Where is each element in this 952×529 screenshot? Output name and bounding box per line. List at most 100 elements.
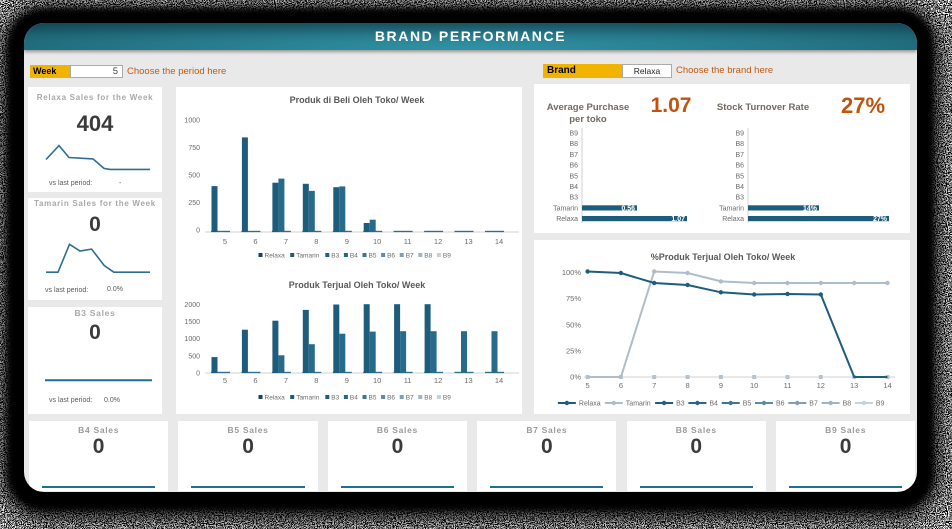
svg-text:11: 11 xyxy=(404,237,412,246)
svg-text:B8: B8 xyxy=(735,141,744,148)
svg-text:13: 13 xyxy=(464,237,472,246)
svg-text:8: 8 xyxy=(314,237,318,246)
svg-text:13: 13 xyxy=(464,376,472,385)
svg-text:8: 8 xyxy=(314,376,318,385)
svg-text:Tamarin: Tamarin xyxy=(296,395,320,402)
svg-text:Stock Turnover Rate: Stock Turnover Rate xyxy=(717,102,809,113)
svg-text:B6: B6 xyxy=(387,253,395,260)
svg-text:B7: B7 xyxy=(569,152,578,159)
svg-text:B4: B4 xyxy=(350,253,358,260)
svg-text:12: 12 xyxy=(434,376,442,385)
svg-text:B3: B3 xyxy=(735,195,744,202)
svg-text:5: 5 xyxy=(586,381,590,390)
svg-text:Relaxa: Relaxa xyxy=(265,253,286,260)
svg-text:10: 10 xyxy=(750,381,758,390)
svg-text:Average Purchase: Average Purchase xyxy=(547,102,630,113)
svg-text:27%: 27% xyxy=(841,93,885,118)
svg-text:14: 14 xyxy=(883,381,891,390)
svg-text:6: 6 xyxy=(253,237,257,246)
svg-text:Tamarin: Tamarin xyxy=(553,205,578,212)
svg-text:B5: B5 xyxy=(569,173,578,180)
svg-text:10: 10 xyxy=(373,237,381,246)
svg-text:25%: 25% xyxy=(566,347,581,356)
svg-text:6: 6 xyxy=(253,376,257,385)
svg-text:B3: B3 xyxy=(331,253,339,260)
svg-text:B9: B9 xyxy=(735,131,744,138)
svg-text:0: 0 xyxy=(196,370,200,377)
svg-text:B8: B8 xyxy=(424,253,432,260)
svg-text:10: 10 xyxy=(373,376,381,385)
svg-text:B7: B7 xyxy=(735,152,744,159)
svg-text:6: 6 xyxy=(619,381,623,390)
svg-text:B3: B3 xyxy=(676,401,685,408)
svg-text:12: 12 xyxy=(434,237,442,246)
svg-text:B5: B5 xyxy=(735,173,744,180)
svg-text:0.56: 0.56 xyxy=(621,205,635,212)
svg-text:5: 5 xyxy=(223,237,227,246)
svg-text:14: 14 xyxy=(495,376,503,385)
svg-text:13: 13 xyxy=(850,381,858,390)
svg-text:11: 11 xyxy=(404,376,412,385)
svg-text:14: 14 xyxy=(495,237,503,246)
svg-text:1000: 1000 xyxy=(184,118,200,125)
svg-text:27%: 27% xyxy=(873,216,888,223)
svg-text:0: 0 xyxy=(196,228,200,235)
svg-text:per toko: per toko xyxy=(569,114,607,125)
svg-text:75%: 75% xyxy=(566,294,581,303)
svg-text:7: 7 xyxy=(284,376,288,385)
svg-text:B6: B6 xyxy=(569,163,578,170)
svg-text:Produk Terjual Oleh Toko/ Week: Produk Terjual Oleh Toko/ Week xyxy=(289,280,427,290)
svg-text:5: 5 xyxy=(223,376,227,385)
svg-text:14%: 14% xyxy=(803,205,818,212)
svg-text:Relaxa: Relaxa xyxy=(556,216,578,223)
svg-text:9: 9 xyxy=(345,376,349,385)
svg-text:7: 7 xyxy=(284,237,288,246)
svg-text:12: 12 xyxy=(817,381,825,390)
svg-text:B8: B8 xyxy=(424,395,432,402)
svg-text:Tamarin: Tamarin xyxy=(626,401,651,408)
svg-text:B5: B5 xyxy=(369,253,377,260)
svg-text:B4: B4 xyxy=(709,401,718,408)
svg-text:B4: B4 xyxy=(735,184,744,191)
svg-text:B9: B9 xyxy=(569,131,578,138)
svg-text:Tamarin: Tamarin xyxy=(296,253,320,260)
svg-text:500: 500 xyxy=(188,353,200,360)
svg-text:B5: B5 xyxy=(369,395,377,402)
svg-text:B4: B4 xyxy=(569,184,578,191)
svg-text:Produk di Beli Oleh Toko/ Week: Produk di Beli Oleh Toko/ Week xyxy=(290,95,426,105)
svg-text:11: 11 xyxy=(784,381,792,390)
svg-text:50%: 50% xyxy=(566,320,581,329)
svg-text:B8: B8 xyxy=(569,141,578,148)
svg-text:B8: B8 xyxy=(843,401,852,408)
svg-text:B9: B9 xyxy=(443,395,451,402)
svg-text:Relaxa: Relaxa xyxy=(265,395,286,402)
svg-text:2000: 2000 xyxy=(184,302,200,309)
svg-text:250: 250 xyxy=(188,200,200,207)
svg-text:B3: B3 xyxy=(331,395,339,402)
svg-text:B5: B5 xyxy=(743,401,752,408)
svg-text:8: 8 xyxy=(686,381,690,390)
svg-text:B6: B6 xyxy=(387,395,395,402)
svg-text:7: 7 xyxy=(652,381,656,390)
svg-text:750: 750 xyxy=(188,145,200,152)
svg-text:1500: 1500 xyxy=(184,319,200,326)
svg-text:B7: B7 xyxy=(406,253,414,260)
svg-text:B6: B6 xyxy=(735,163,744,170)
svg-text:B9: B9 xyxy=(443,253,451,260)
svg-text:B7: B7 xyxy=(406,395,414,402)
svg-text:1.07: 1.07 xyxy=(671,216,685,223)
svg-text:9: 9 xyxy=(345,237,349,246)
svg-text:B9: B9 xyxy=(876,401,885,408)
svg-text:1.07: 1.07 xyxy=(651,94,692,117)
svg-text:9: 9 xyxy=(719,381,723,390)
svg-text:B4: B4 xyxy=(350,395,358,402)
svg-text:Relaxa: Relaxa xyxy=(579,401,601,408)
svg-text:0%: 0% xyxy=(570,373,581,382)
svg-text:500: 500 xyxy=(188,173,200,180)
svg-text:Tamarin: Tamarin xyxy=(719,205,744,212)
svg-text:%Produk Terjual Oleh Toko/ Wee: %Produk Terjual Oleh Toko/ Week xyxy=(651,252,797,262)
svg-text:Relaxa: Relaxa xyxy=(722,216,744,223)
svg-text:B6: B6 xyxy=(776,401,785,408)
svg-text:100%: 100% xyxy=(562,268,582,277)
svg-text:B7: B7 xyxy=(809,401,818,408)
